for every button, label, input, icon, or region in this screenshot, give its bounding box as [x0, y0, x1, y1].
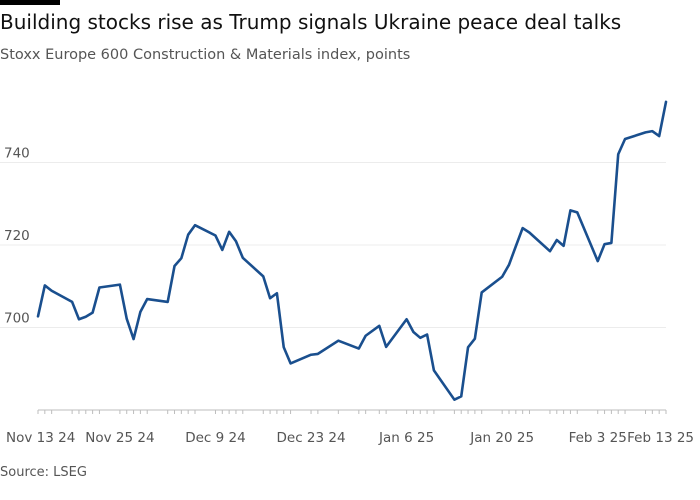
brand-bar: [0, 0, 60, 5]
x-tick-label: Jan 20 25: [469, 430, 534, 446]
x-tick-label: Nov 13 24: [6, 430, 75, 446]
x-tick-label: Dec 9 24: [185, 430, 245, 446]
x-axis-labels: Nov 13 24 Nov 25 24 Dec 9 24 Dec 23 24 Jan 6…: [6, 430, 694, 446]
y-axis-labels: 700 720 740: [4, 146, 30, 327]
x-tick-label: Jan 6 25: [378, 430, 434, 446]
x-tick-label: Feb 13 25: [627, 430, 694, 446]
x-tick-label: Feb 3 25: [569, 430, 627, 446]
source-note: Source: LSEG: [0, 465, 87, 480]
chart-title: Building stocks rise as Trump signals Uk…: [0, 10, 622, 34]
y-tick-label: 720: [4, 228, 30, 244]
x-tick-label: Nov 25 24: [85, 430, 154, 446]
x-axis: [37, 409, 667, 414]
chart-subtitle: Stoxx Europe 600 Construction & Material…: [0, 47, 411, 63]
grid-lines: [0, 162, 666, 328]
y-tick-label: 700: [4, 311, 30, 327]
x-tick-label: Dec 23 24: [277, 430, 346, 446]
y-tick-label: 740: [4, 146, 30, 162]
series-line: [36, 100, 668, 401]
